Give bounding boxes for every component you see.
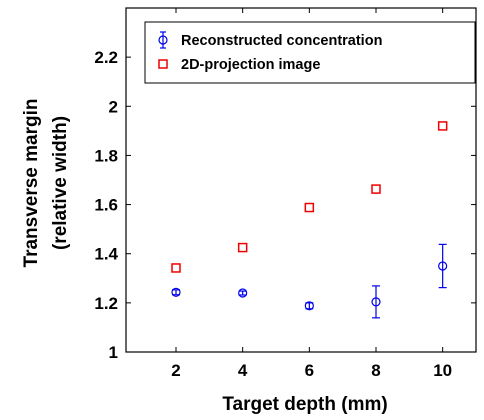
x-tick-label: 6 — [305, 361, 314, 380]
y-tick-label: 1.2 — [94, 294, 118, 313]
legend-entry-reconstructed: Reconstructed concentration — [158, 31, 382, 49]
data-point-projection — [171, 263, 181, 273]
legend-label-reconstructed: Reconstructed concentration — [181, 33, 382, 49]
legend-box — [144, 21, 476, 84]
y-tick-label: 2.2 — [94, 48, 118, 67]
data-point-reconstructed — [371, 297, 381, 307]
data-point-reconstructed — [438, 261, 448, 271]
legend-label-projection: 2D-projection image — [181, 57, 320, 73]
legend: Reconstructed concentration 2D-projectio… — [144, 21, 476, 84]
data-point-projection — [304, 202, 315, 213]
x-axis-ticks: 2 4 6 8 10 — [171, 8, 452, 380]
data-point-projection — [237, 242, 248, 253]
data-point-projection — [371, 184, 381, 194]
data-point-reconstructed — [238, 288, 248, 298]
y-tick-label: 1.6 — [94, 196, 118, 215]
plot-frame — [125, 7, 477, 353]
x-tick-label: 8 — [371, 361, 380, 380]
x-tick-label: 10 — [433, 361, 452, 380]
data-point-projection — [437, 121, 448, 131]
y-axis-ticks: 1 1.2 1.4 1.6 1.8 2 2.2 — [94, 48, 476, 362]
data-marks — [171, 121, 448, 319]
y-tick-label: 1 — [109, 343, 118, 362]
y-tick-label: 1.4 — [94, 245, 118, 264]
axes — [125, 7, 477, 353]
x-tick-label: 2 — [171, 361, 180, 380]
legend-circle-icon — [158, 35, 168, 45]
legend-entry-projection: 2D-projection image — [158, 57, 320, 73]
x-tick-label: 4 — [238, 361, 248, 380]
y-axis-label-line-2: (relative width) — [50, 116, 71, 250]
legend-square-icon — [158, 59, 168, 69]
data-point-reconstructed — [171, 287, 181, 297]
y-axis-label-line-1: Transverse margin — [21, 99, 42, 268]
y-tick-label: 2 — [109, 97, 118, 116]
y-tick-label: 1.8 — [94, 146, 118, 165]
data-point-reconstructed — [304, 301, 314, 311]
x-axis-label: Target depth (mm) — [222, 394, 387, 415]
